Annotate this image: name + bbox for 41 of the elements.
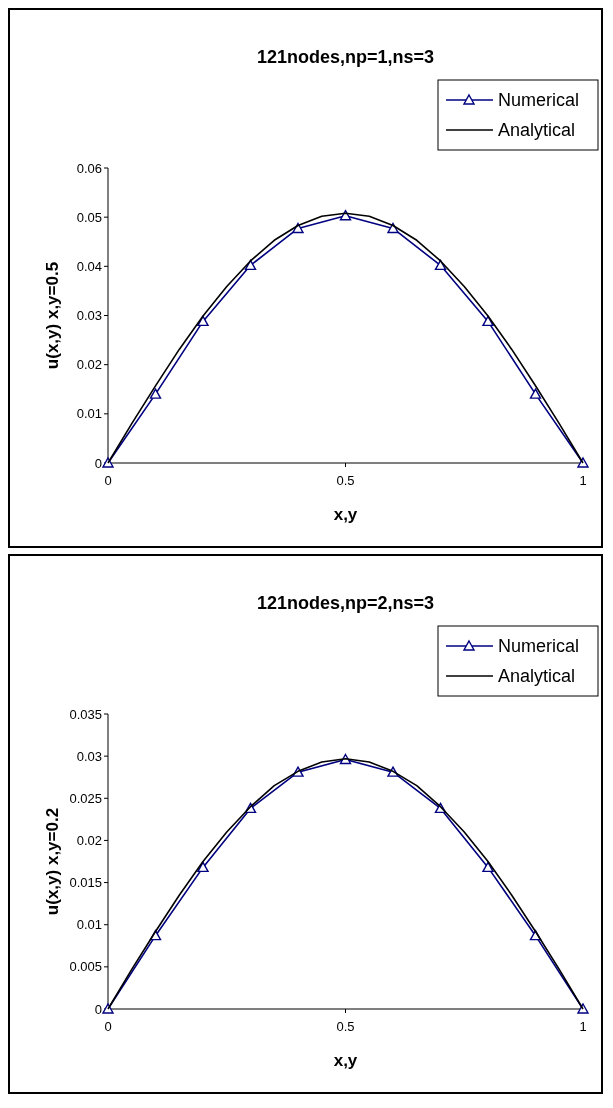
legend-label: Analytical [498,120,576,141]
chart-title: 121nodes,np=1,ns=3 [256,47,435,67]
y-tick-label: 0.04 [76,258,102,274]
x-tick-label: 0 [104,1019,112,1034]
y-tick-label: 0.035 [69,706,102,722]
x-tick-label: 0.5 [336,473,355,488]
point [149,388,162,399]
x-tick-label: 1 [579,1019,587,1034]
y-tick-label: 0.005 [69,959,102,975]
y-tick-label: 0.03 [76,308,102,324]
legend-label: Numerical [498,636,580,657]
y-axis-title: u(x,y) x,y=0.5 [43,261,62,370]
point [577,1003,589,1014]
point [482,315,494,327]
x-tick-label: 0 [104,473,112,488]
y-tick-label: 0.015 [69,875,102,891]
x-axis-title: x,y [333,505,358,524]
y-tick-label: 0.02 [76,832,102,848]
y-tick-label: 0.01 [76,917,102,933]
point [197,315,209,327]
point [434,259,447,271]
x-axis-title: x,y [333,1051,358,1070]
y-tick-label: 0.03 [76,748,102,764]
point [577,457,589,468]
point [244,259,257,271]
legend-label: Numerical [498,90,580,111]
point [529,388,542,399]
legend-label: Analytical [498,666,576,687]
chart-title: 121nodes,np=2,ns=3 [256,593,435,613]
point [197,861,209,873]
y-tick-label: 0.06 [76,160,102,176]
y-axis-title: u(x,y) x,y=0.2 [43,807,62,916]
point [482,861,494,873]
y-tick-label: 0.02 [76,357,102,373]
y-tick-label: 0.01 [76,406,102,422]
x-tick-label: 1 [579,473,587,488]
y-tick-label: 0.05 [76,209,102,225]
y-tick-label: 0 [94,1001,102,1017]
y-tick-label: 0 [94,455,102,471]
y-tick-label: 0.025 [69,790,102,806]
x-tick-label: 0.5 [336,1019,355,1034]
